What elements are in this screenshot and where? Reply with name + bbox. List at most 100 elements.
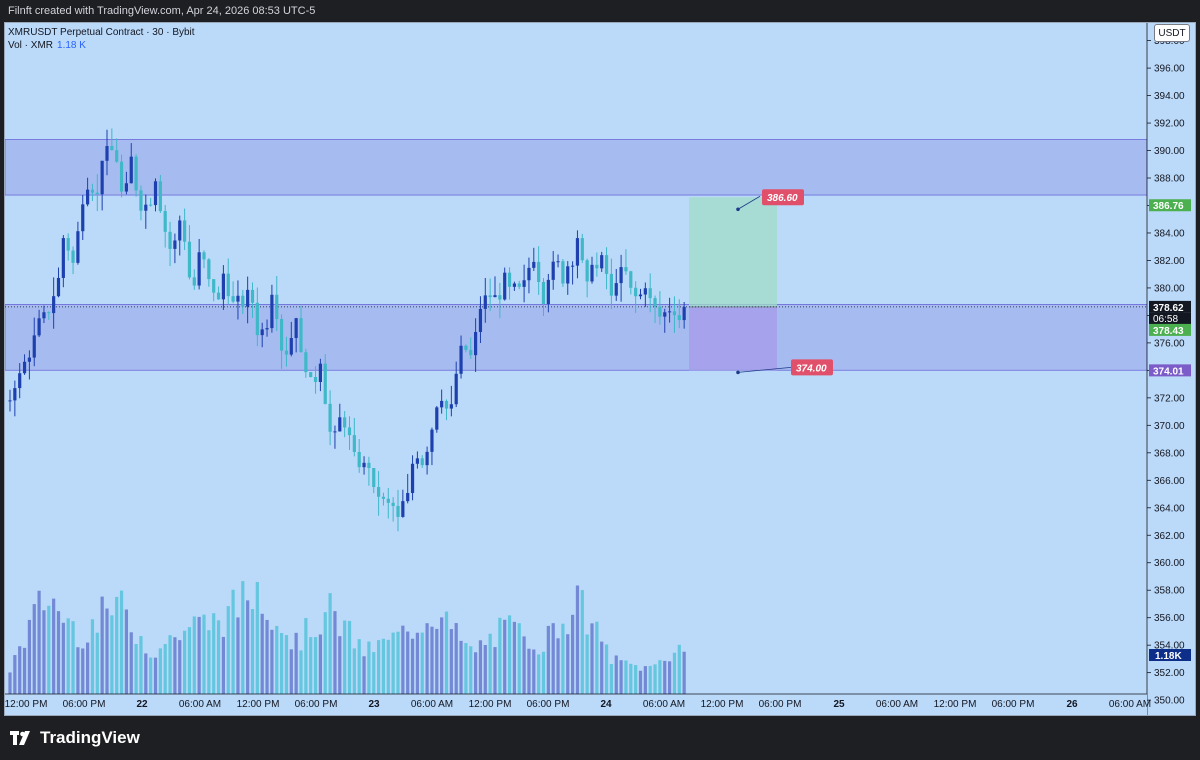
candle-body — [619, 267, 623, 284]
candle-body — [27, 357, 31, 362]
time-tick-label: 12:00 PM — [237, 699, 280, 710]
candle-body — [668, 311, 672, 313]
candle-body — [221, 273, 225, 300]
volume-bar — [52, 598, 56, 694]
symbol-title[interactable]: XMRUSDT Perpetual Contract · 30 · Bybit — [8, 27, 195, 38]
candle-body — [464, 345, 468, 350]
volume-bar — [309, 637, 313, 694]
candle-body — [202, 252, 206, 260]
volume-bar — [313, 637, 318, 694]
volume-bar — [638, 670, 643, 694]
candle-body — [653, 298, 657, 307]
volume-bar — [415, 632, 419, 694]
candle-body — [328, 403, 332, 432]
volume-axis-label: 1.18K — [1155, 651, 1182, 662]
candle-body — [134, 156, 138, 191]
candle-body — [604, 255, 609, 274]
candle-body — [435, 407, 439, 430]
volume-bar — [129, 632, 133, 694]
volume-bar — [110, 615, 114, 694]
volume-bar — [668, 661, 672, 694]
candle-body — [338, 417, 342, 432]
volume-bar — [406, 631, 410, 694]
candle-body — [643, 288, 647, 295]
volume-bar — [517, 623, 521, 694]
chart-svg[interactable]: 398.00396.00394.00392.00390.00388.00386.… — [5, 23, 1195, 715]
volume-bar — [22, 647, 27, 694]
candle-body — [260, 329, 264, 336]
candle-body — [532, 261, 536, 268]
price-tick-label: 394.00 — [1154, 91, 1185, 102]
volume-bar — [124, 609, 128, 694]
candle-body — [454, 373, 458, 405]
volume-bar — [454, 623, 458, 694]
volume-bar — [289, 649, 293, 694]
candle-body — [410, 463, 415, 494]
volume-bar — [493, 647, 497, 694]
candle-body — [76, 231, 80, 263]
volume-bar — [265, 619, 269, 694]
volume-bar — [168, 635, 172, 694]
volume-bar — [483, 645, 487, 694]
top-caption-bar: Filnft created with TradingView.com, Apr… — [0, 0, 1200, 22]
candle-body — [478, 308, 483, 332]
candle-body — [474, 331, 478, 356]
candle-body — [22, 361, 27, 374]
volume-bar — [8, 672, 12, 694]
volume-bar — [294, 632, 298, 694]
time-tick-label: 12:00 PM — [5, 699, 47, 710]
volume-bar — [173, 637, 177, 694]
volume-bar — [386, 639, 390, 694]
tradingview-logo[interactable]: TradingView — [10, 728, 140, 748]
candle-body — [503, 272, 507, 300]
candle-body — [153, 181, 158, 206]
candle-body — [129, 156, 133, 184]
candle-body — [537, 261, 541, 282]
volume-bar — [221, 636, 225, 694]
candle-body — [595, 264, 599, 269]
price-tick-label: 384.00 — [1154, 228, 1185, 239]
price-tick-label: 366.00 — [1154, 476, 1185, 487]
price-tick-label: 356.00 — [1154, 613, 1185, 624]
volume-bar — [236, 617, 240, 694]
candle-body — [352, 435, 356, 452]
time-tick-label: 06:00 PM — [527, 699, 570, 710]
candle-body — [144, 204, 148, 211]
candle-body — [682, 306, 686, 321]
candle-body — [304, 352, 308, 373]
volume-bar — [653, 664, 657, 694]
candle-body — [250, 289, 255, 303]
price-tick-label: 388.00 — [1154, 174, 1185, 185]
volume-bar — [503, 619, 507, 694]
volume-bar — [139, 636, 143, 694]
candle-body — [231, 296, 235, 302]
currency-button[interactable]: USDT — [1154, 24, 1190, 42]
stop-connector — [737, 366, 792, 373]
zone-bottom-price-label-bg — [1149, 364, 1191, 377]
candle-body — [139, 190, 143, 211]
candle-body — [47, 312, 51, 314]
candle-body — [168, 231, 172, 249]
volume-bar — [478, 640, 483, 694]
volume-bar — [37, 590, 41, 694]
time-tick-label: 22 — [136, 699, 148, 710]
volume-bar — [318, 634, 322, 694]
volume-bar — [372, 652, 376, 694]
volume-bar — [401, 625, 405, 694]
volume-bar — [250, 609, 255, 694]
volume-bar — [352, 648, 356, 694]
candle-body — [197, 252, 201, 286]
stop-tag-bg — [791, 359, 833, 376]
volume-bar — [115, 596, 119, 694]
candle-body — [216, 292, 221, 300]
price-tick-label: 370.00 — [1154, 421, 1185, 432]
candle-body — [294, 318, 298, 339]
volume-bar — [459, 640, 463, 694]
volume-bar — [498, 617, 502, 694]
volume-bar — [284, 635, 289, 694]
countdown-bg — [1149, 312, 1191, 325]
chart-frame[interactable]: 398.00396.00394.00392.00390.00388.00386.… — [4, 22, 1196, 716]
time-tick-label: 12:00 PM — [934, 699, 977, 710]
volume-bar — [178, 640, 182, 694]
candle-body — [430, 429, 434, 452]
